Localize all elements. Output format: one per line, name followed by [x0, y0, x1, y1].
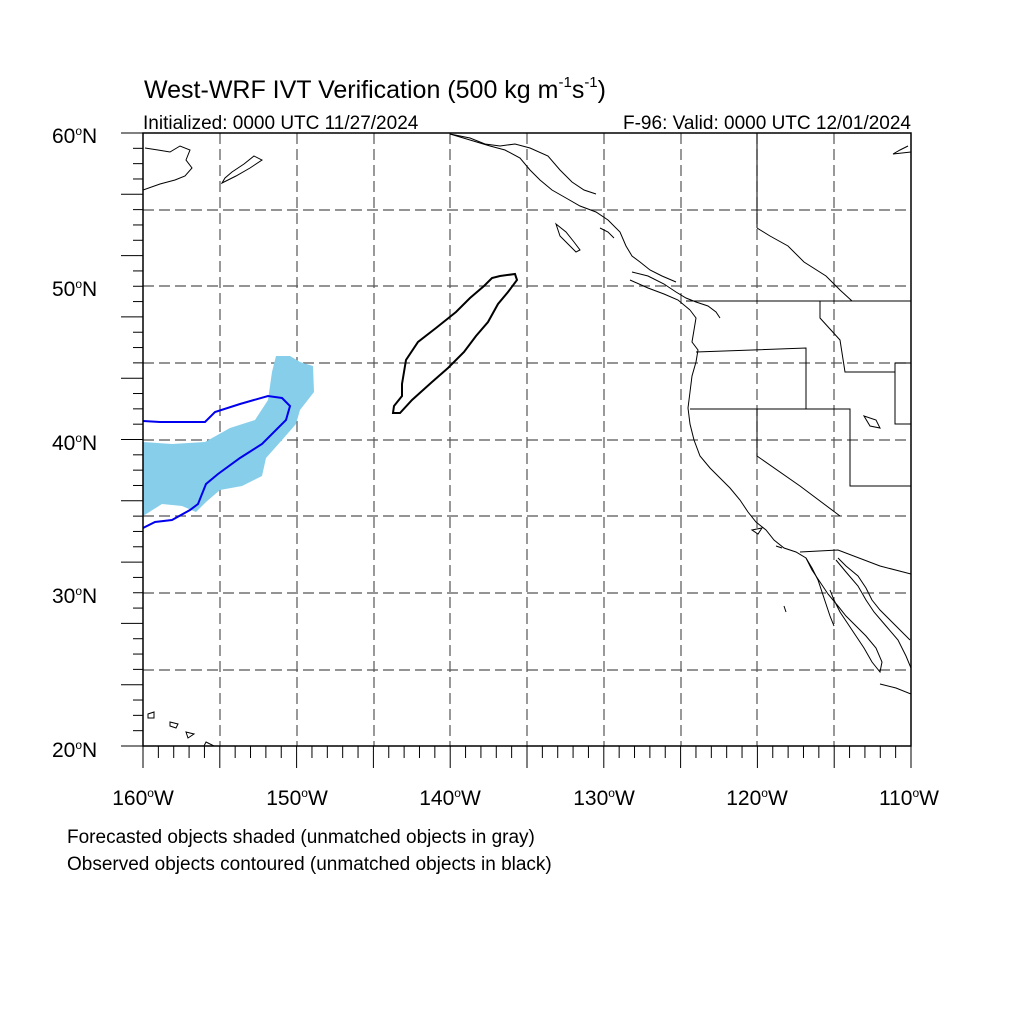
lat-label-20n: 20oN [52, 738, 97, 762]
footnote-observed: Observed objects contoured (unmatched ob… [67, 854, 552, 875]
forecast-object-matched [143, 356, 314, 516]
map-area [143, 133, 911, 746]
latitude-labels: 60oN 50oN 40oN 30oN 20oN [52, 124, 97, 762]
lat-label-40n: 40oN [52, 431, 97, 455]
axis-ticks [121, 132, 912, 768]
lon-label-140w: 140oW [419, 786, 481, 810]
lon-label-130w: 130oW [573, 786, 635, 810]
lat-label-60n: 60oN [52, 124, 97, 148]
lon-label-150w: 150oW [266, 786, 328, 810]
longitude-labels: 160oW 150oW 140oW 130oW 120oW 110oW [112, 786, 939, 810]
lat-label-30n: 30oN [52, 584, 97, 608]
lon-label-160w: 160oW [112, 786, 174, 810]
valid-time-label: F-96: Valid: 0000 UTC 12/01/2024 [623, 113, 911, 134]
lon-label-110w: 110oW [879, 786, 939, 810]
figure-title: West-WRF IVT Verification (500 kg m-1s-1… [144, 74, 606, 104]
footnote-forecast: Forecasted objects shaded (unmatched obj… [67, 827, 535, 848]
coastlines [143, 133, 911, 746]
observed-object-unmatched [391, 272, 519, 414]
init-time-label: Initialized: 0000 UTC 11/27/2024 [143, 113, 419, 134]
lat-label-50n: 50oN [52, 277, 97, 301]
observed-object-matched [143, 394, 292, 529]
lon-label-120w: 120oW [726, 786, 788, 810]
